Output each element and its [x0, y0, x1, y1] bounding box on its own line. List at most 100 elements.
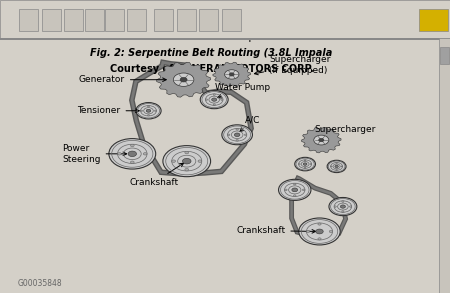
FancyBboxPatch shape: [0, 0, 450, 38]
FancyBboxPatch shape: [85, 9, 104, 31]
Circle shape: [236, 139, 238, 141]
Polygon shape: [213, 62, 251, 87]
Polygon shape: [302, 127, 341, 153]
Circle shape: [304, 160, 306, 161]
Circle shape: [304, 167, 306, 168]
Circle shape: [213, 94, 215, 95]
Polygon shape: [157, 62, 211, 97]
Circle shape: [117, 153, 122, 155]
Circle shape: [331, 166, 332, 167]
Circle shape: [334, 206, 336, 207]
Text: Water Pump: Water Pump: [215, 84, 270, 98]
Circle shape: [335, 165, 338, 168]
Circle shape: [342, 201, 344, 202]
Text: Crankshaft: Crankshaft: [236, 226, 315, 235]
Circle shape: [310, 163, 311, 165]
Circle shape: [154, 110, 157, 111]
Circle shape: [316, 229, 323, 234]
Text: Tensioner: Tensioner: [77, 106, 139, 115]
Circle shape: [329, 197, 357, 216]
Text: G00035848: G00035848: [18, 279, 63, 288]
Circle shape: [292, 188, 297, 192]
Circle shape: [302, 189, 305, 191]
Circle shape: [173, 73, 194, 86]
Circle shape: [148, 115, 149, 116]
Circle shape: [279, 179, 311, 200]
Circle shape: [198, 160, 202, 162]
FancyBboxPatch shape: [177, 9, 196, 31]
FancyBboxPatch shape: [222, 9, 241, 31]
Text: Generator: Generator: [79, 75, 166, 84]
Circle shape: [318, 223, 321, 225]
Text: Supercharger: Supercharger: [314, 125, 375, 134]
Text: ?: ?: [430, 13, 437, 25]
Circle shape: [319, 138, 324, 142]
Circle shape: [140, 110, 143, 111]
Text: A/C: A/C: [240, 115, 261, 132]
Circle shape: [185, 151, 189, 154]
Circle shape: [221, 99, 223, 100]
Circle shape: [180, 77, 187, 82]
Circle shape: [212, 98, 217, 101]
FancyBboxPatch shape: [127, 9, 146, 31]
Circle shape: [284, 189, 287, 191]
Circle shape: [236, 129, 238, 130]
Circle shape: [109, 139, 156, 169]
FancyBboxPatch shape: [105, 9, 124, 31]
Circle shape: [303, 163, 307, 165]
FancyBboxPatch shape: [439, 38, 450, 293]
Circle shape: [306, 230, 310, 233]
Circle shape: [225, 70, 239, 79]
Circle shape: [205, 99, 207, 100]
Circle shape: [299, 218, 340, 245]
FancyBboxPatch shape: [440, 47, 449, 64]
Circle shape: [295, 157, 315, 171]
FancyBboxPatch shape: [199, 9, 218, 31]
Circle shape: [143, 153, 147, 155]
Circle shape: [130, 144, 134, 147]
Text: Crankshaft: Crankshaft: [130, 163, 184, 187]
Circle shape: [329, 230, 333, 233]
Circle shape: [200, 91, 228, 109]
Circle shape: [182, 158, 191, 164]
Circle shape: [185, 168, 189, 171]
Circle shape: [136, 103, 161, 119]
Circle shape: [318, 238, 321, 240]
Circle shape: [213, 104, 215, 105]
Text: Supercharger
(If Equipped): Supercharger (If Equipped): [254, 55, 330, 75]
FancyBboxPatch shape: [19, 9, 38, 31]
Circle shape: [228, 134, 230, 136]
FancyBboxPatch shape: [154, 9, 173, 31]
Text: X: X: [6, 14, 14, 24]
Circle shape: [172, 160, 176, 162]
Text: Fig. 2: Serpentine Belt Routing (3.8L Impala: Fig. 2: Serpentine Belt Routing (3.8L Im…: [90, 48, 333, 58]
FancyBboxPatch shape: [0, 38, 450, 40]
Circle shape: [341, 166, 342, 167]
Circle shape: [327, 160, 346, 173]
Text: ▼: ▼: [442, 281, 447, 287]
Circle shape: [163, 146, 211, 177]
Circle shape: [336, 169, 338, 170]
Circle shape: [230, 73, 234, 76]
Text: ▲: ▲: [442, 44, 447, 50]
Circle shape: [146, 109, 151, 112]
FancyBboxPatch shape: [64, 9, 83, 31]
FancyBboxPatch shape: [418, 9, 448, 31]
Circle shape: [293, 195, 296, 197]
Circle shape: [342, 211, 344, 212]
Circle shape: [299, 163, 300, 165]
Text: 2003 Chevrolet Impala: 2003 Chevrolet Impala: [152, 32, 271, 42]
Circle shape: [148, 105, 149, 107]
Circle shape: [130, 161, 134, 163]
Circle shape: [293, 183, 296, 185]
Text: Power
Steering: Power Steering: [62, 144, 126, 163]
Circle shape: [128, 151, 136, 156]
Circle shape: [350, 206, 352, 207]
Circle shape: [244, 134, 247, 136]
Circle shape: [222, 125, 252, 145]
Circle shape: [314, 135, 329, 145]
Text: Courtesy of GENERAL MOTORS CORP.: Courtesy of GENERAL MOTORS CORP.: [110, 64, 313, 74]
Circle shape: [234, 133, 240, 137]
Circle shape: [340, 205, 346, 208]
FancyBboxPatch shape: [42, 9, 61, 31]
